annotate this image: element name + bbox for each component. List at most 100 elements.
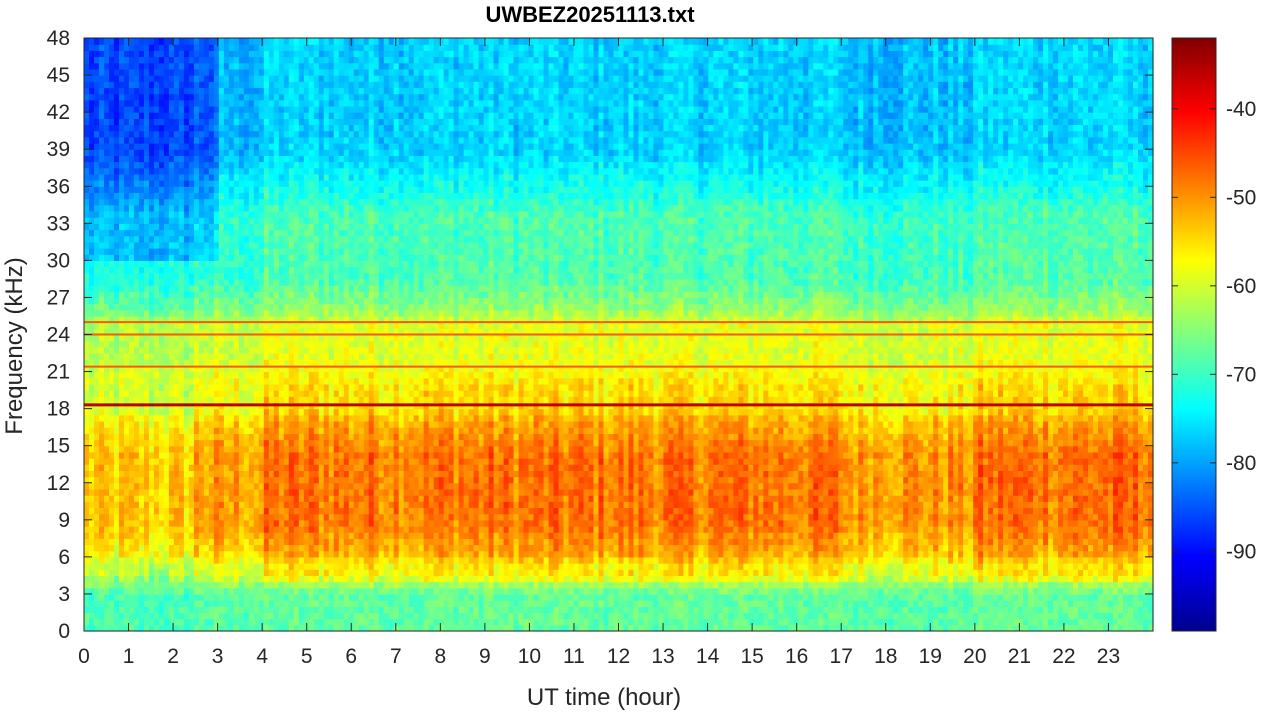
heatmap-cell [318,470,325,478]
heatmap-cell [293,266,300,274]
heatmap-cell [173,173,180,181]
heatmap-cell [238,136,245,144]
heatmap-cell [143,550,150,558]
heatmap-cell [193,322,200,329]
heatmap-cell [84,235,90,243]
heatmap-cell [98,155,105,163]
heatmap-cell [153,309,160,317]
heatmap-cell [323,488,330,496]
heatmap-cell [103,192,110,200]
heatmap-cell [148,439,155,447]
heatmap-cell [283,44,290,51]
heatmap-cell [118,56,125,64]
heatmap-cell [153,328,160,336]
heatmap-cell [143,470,150,478]
heatmap-cell [93,340,100,348]
heatmap-cell [283,587,290,595]
heatmap-cell [218,513,225,521]
heatmap-cell [263,81,270,89]
heatmap-cell [228,476,235,484]
heatmap-cell [198,309,205,317]
heatmap-cell [173,328,180,336]
heatmap-cell [308,464,315,471]
heatmap-cell [268,118,275,126]
heatmap-cell [158,513,165,521]
heatmap-cell [258,365,265,373]
heatmap-cell [278,223,285,231]
heatmap-cell [273,396,280,404]
heatmap-cell [138,334,145,342]
heatmap-cell [253,81,260,89]
heatmap-cell [93,346,100,354]
heatmap-cell [118,538,125,546]
heatmap-cell [198,365,205,373]
heatmap-cell [148,556,155,564]
heatmap-cell [168,383,175,391]
heatmap-cell [308,81,315,89]
heatmap-cell [218,161,225,169]
heatmap-cell [318,482,325,490]
heatmap-cell [108,458,115,465]
heatmap-cell [198,112,205,119]
heatmap-cell [223,488,230,496]
heatmap-cell [93,266,100,274]
heatmap-cell [288,186,295,194]
heatmap-cell [218,241,225,249]
heatmap-cell [308,198,315,206]
heatmap-cell [213,612,220,620]
heatmap-cell [173,538,180,546]
heatmap-cell [328,476,335,484]
heatmap-cell [133,192,140,200]
heatmap-cell [278,136,285,144]
heatmap-cell [263,112,270,119]
heatmap-cell [168,223,175,231]
heatmap-cell [218,359,225,366]
heatmap-cell [298,538,305,546]
heatmap-cell [203,433,210,441]
heatmap-cell [313,495,320,502]
heatmap-cell [113,217,120,224]
heatmap-cell [118,451,125,459]
heatmap-cell [253,93,260,101]
heatmap-cell [133,396,140,404]
heatmap-cell [338,272,345,280]
heatmap-cell [298,593,305,601]
heatmap-cell [178,223,185,231]
heatmap-cell [298,624,305,632]
heatmap-cell [238,315,245,323]
heatmap-cell [213,501,220,509]
heatmap-cell [153,167,160,175]
heatmap-cell [233,606,240,614]
heatmap-cell [133,99,140,107]
heatmap-cell [273,254,280,261]
heatmap-cell [263,217,270,224]
heatmap-cell [333,217,340,224]
heatmap-cell [138,507,145,515]
heatmap-cell [308,569,315,577]
heatmap-cell [84,600,90,607]
heatmap-cell [278,488,285,496]
heatmap-cell [248,371,255,379]
heatmap-cell [323,112,330,119]
heatmap-cell [203,328,210,336]
heatmap-cell [178,377,185,385]
heatmap-cell [168,149,175,156]
heatmap-cell [328,278,335,286]
heatmap-cell [238,458,245,465]
heatmap-cell [268,309,275,317]
heatmap-cell [148,482,155,490]
heatmap-cell [98,229,105,237]
heatmap-cell [163,606,170,614]
heatmap-cell [228,556,235,564]
heatmap-cell [308,56,315,64]
heatmap-cell [268,136,275,144]
heatmap-cell [158,495,165,502]
heatmap-cell [273,278,280,286]
heatmap-cell [103,217,110,224]
heatmap-cell [208,495,215,502]
heatmap-cell [303,167,310,175]
heatmap-cell [118,192,125,200]
heatmap-cell [308,278,315,286]
heatmap-cell [258,93,265,101]
heatmap-cell [98,420,105,428]
